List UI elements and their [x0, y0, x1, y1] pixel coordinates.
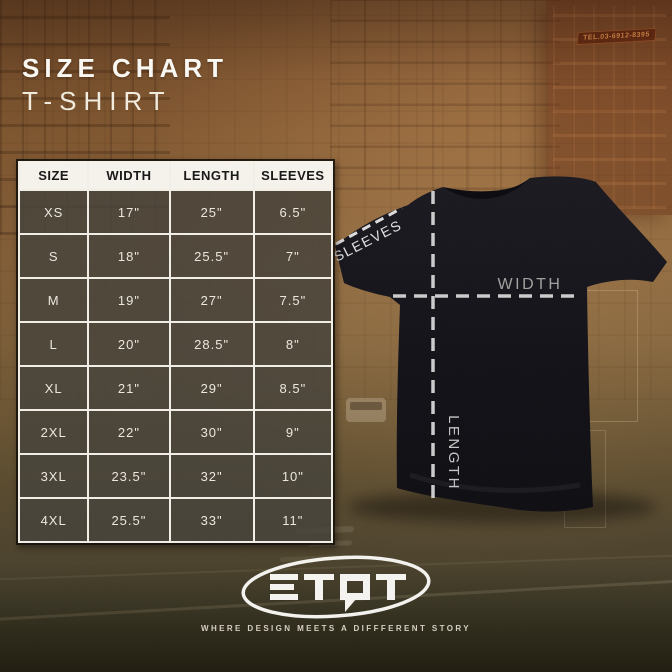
table-row: 2XL 22" 30" 9"	[17, 409, 334, 455]
size-cell: 3XL	[17, 453, 90, 499]
tshirt-diagram: SLEEVES WIDTH LENGTH	[331, 176, 667, 523]
table-row: M 19" 27" 7.5"	[17, 277, 334, 323]
measurement-cell: 25.5"	[87, 497, 171, 543]
measurement-cell: 23.5"	[87, 453, 171, 499]
measurement-cell: 19"	[87, 277, 171, 323]
table-row: 3XL 23.5" 32" 10"	[17, 453, 334, 499]
measurement-cell: 7.5"	[252, 277, 334, 323]
size-cell: XL	[17, 365, 90, 411]
table-row: 4XL 25.5" 33" 11"	[17, 497, 334, 543]
measurement-cell: 30"	[168, 409, 255, 455]
size-table-body: XS 17" 25" 6.5" S 18" 25.5" 7" M 19" 27" 7.5" L 20" 28…	[17, 189, 334, 543]
size-table: SIZE WIDTH LENGTH SLEEVES XS 17" 25" 6.5" S 18" 2…	[17, 161, 334, 543]
title-block: SIZE CHART T-SHIRT	[22, 54, 228, 117]
measurement-cell: 17"	[87, 189, 171, 235]
size-cell: 2XL	[17, 409, 90, 455]
size-cell: 4XL	[17, 497, 90, 543]
measurement-cell: 21"	[87, 365, 171, 411]
column-header: WIDTH	[87, 161, 171, 191]
measurement-cell: 28.5"	[168, 321, 255, 367]
brand-tagline: WHERE DESIGN MEETS A DIFFFERENT STORY	[201, 624, 471, 633]
measurement-cell: 8.5"	[252, 365, 334, 411]
column-header: SIZE	[17, 161, 90, 191]
size-table-head-row: SIZE WIDTH LENGTH SLEEVES	[17, 161, 334, 191]
measurement-cell: 18"	[87, 233, 171, 279]
measurement-cell: 9"	[252, 409, 334, 455]
size-cell: L	[17, 321, 90, 367]
length-label: LENGTH	[445, 415, 462, 491]
table-row: S 18" 25.5" 7"	[17, 233, 334, 279]
background-phone-sign: TEL.03-6912-8395	[576, 27, 657, 46]
size-table-container: SIZE WIDTH LENGTH SLEEVES XS 17" 25" 6.5" S 18" 2…	[16, 159, 335, 545]
table-row: L 20" 28.5" 8"	[17, 321, 334, 367]
measurement-cell: 32"	[168, 453, 255, 499]
brand-logo: ETQT	[238, 554, 434, 625]
page-subtitle: T-SHIRT	[22, 85, 172, 116]
table-row: XL 21" 29" 8.5"	[17, 365, 334, 411]
measurement-cell: 22"	[87, 409, 171, 455]
measurement-cell: 25"	[168, 189, 255, 235]
page-title: SIZE CHART	[22, 53, 228, 83]
size-cell: S	[17, 233, 90, 279]
column-header: SLEEVES	[252, 161, 334, 191]
measurement-cell: 33"	[168, 497, 255, 543]
measurement-cell: 11"	[252, 497, 334, 543]
measurement-cell: 27"	[168, 277, 255, 323]
measurement-cell: 29"	[168, 365, 255, 411]
measurement-cell: 8"	[252, 321, 334, 367]
measurement-cell: 10"	[252, 453, 334, 499]
measurement-cell: 20"	[87, 321, 171, 367]
measurement-cell: 25.5"	[168, 233, 255, 279]
column-header: LENGTH	[168, 161, 255, 191]
etqt-logo-graphic	[241, 555, 431, 619]
width-label: WIDTH	[498, 276, 563, 293]
table-row: XS 17" 25" 6.5"	[17, 189, 334, 235]
etqt-letters	[270, 574, 406, 612]
measurement-cell: 7"	[252, 233, 334, 279]
size-cell: XS	[17, 189, 90, 235]
measurement-cell: 6.5"	[252, 189, 334, 235]
size-cell: M	[17, 277, 90, 323]
